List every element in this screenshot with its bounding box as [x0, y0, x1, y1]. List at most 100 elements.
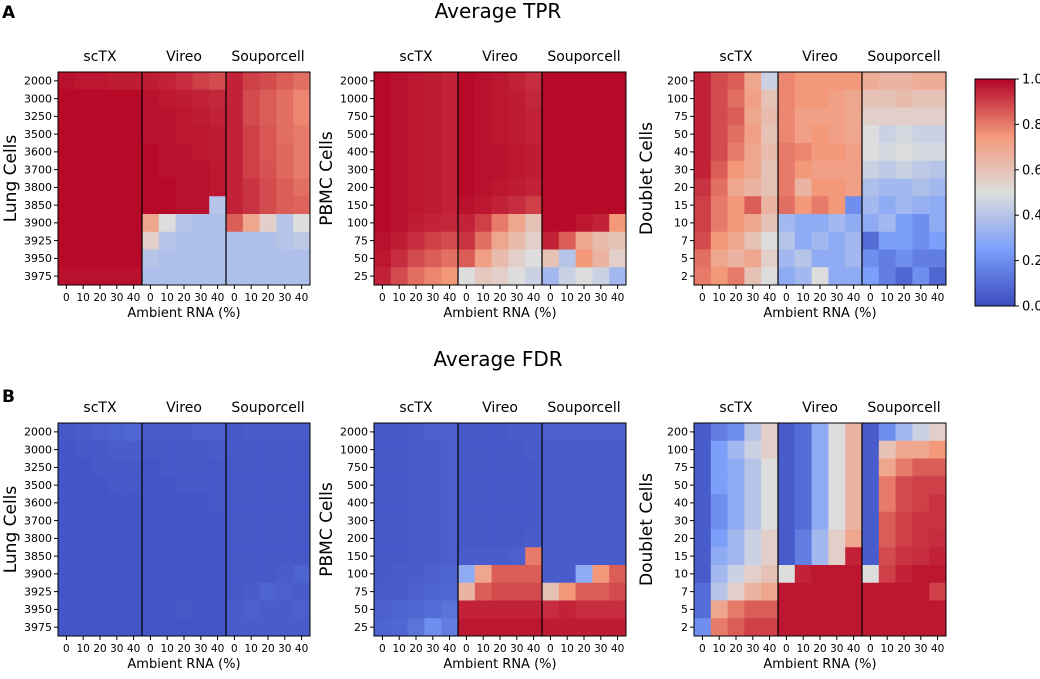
heatmap-cell [727, 511, 745, 530]
heatmap-panel-tpr-doublet: scTX Vireo Souporcell200100755040302015107… [637, 49, 947, 321]
heatmap-cell [710, 72, 728, 91]
heatmap-cell [895, 107, 913, 126]
heatmap-cell [192, 178, 210, 197]
heatmap-cell [108, 423, 126, 442]
heatmap-cell [209, 72, 227, 91]
heatmap-cell [508, 423, 526, 442]
x-tick-label: 20 [897, 292, 910, 304]
heatmap-cell [575, 125, 593, 144]
heatmap-cell [744, 72, 762, 91]
heatmap-cell [175, 178, 193, 197]
heatmap-cell [878, 618, 896, 637]
y-tick-label: 20 [674, 532, 688, 545]
heatmap-cell [694, 160, 712, 179]
heatmap-cell [407, 511, 425, 530]
heatmap-cell [508, 494, 526, 513]
y-axis-label: PBMC Cells [317, 482, 337, 577]
heatmap-cell [508, 618, 526, 637]
heatmap-cell [226, 494, 244, 513]
heatmap-cell [609, 178, 627, 197]
heatmap-cell [609, 494, 627, 513]
heatmap-cell [491, 196, 509, 215]
heatmap-cell [508, 582, 526, 601]
heatmap-cell [242, 476, 260, 495]
heatmap-cell [761, 600, 779, 619]
heatmap-cell [929, 511, 947, 530]
heatmap-cell [778, 458, 796, 477]
x-tick-label: 10 [161, 643, 174, 655]
heatmap-cell [158, 214, 176, 233]
heatmap-cell [508, 267, 526, 286]
x-tick-label: 0 [63, 643, 70, 655]
heatmap-cell [575, 423, 593, 442]
x-tick-label: 40 [611, 643, 624, 655]
heatmap-cell [744, 440, 762, 459]
heatmap-cell [374, 618, 392, 637]
heatmap-cell [794, 160, 812, 179]
heatmap-cell [74, 440, 92, 459]
y-tick-label: 2000 [340, 75, 368, 88]
heatmap-cell [441, 494, 459, 513]
heatmap-cell [761, 196, 779, 215]
heatmap-cell [209, 107, 227, 126]
heatmap-cell [525, 600, 543, 619]
colorbar-tick-label: 0.4 [1022, 209, 1040, 224]
heatmap-cell [374, 547, 392, 566]
heatmap-cell [259, 423, 277, 442]
heatmap-cell [474, 196, 492, 215]
heatmap-cell [592, 160, 610, 179]
x-tick-label: 10 [797, 643, 810, 655]
x-tick-label: 10 [245, 292, 258, 304]
heatmap-cell [828, 476, 846, 495]
heatmap-cell [912, 423, 930, 442]
heatmap-cell [142, 249, 160, 268]
heatmap-cell [761, 231, 779, 250]
heatmap-cell [744, 196, 762, 215]
heatmap-cell [158, 565, 176, 584]
heatmap-cell [828, 89, 846, 108]
heatmap-cell [895, 160, 913, 179]
heatmap-cell [727, 72, 745, 91]
heatmap-cell [91, 143, 109, 162]
heatmap-cell [794, 600, 812, 619]
heatmap-cell [845, 582, 863, 601]
heatmap-cell [474, 125, 492, 144]
heatmap-cell [878, 565, 896, 584]
heatmap-cell [125, 529, 143, 548]
y-tick-label: 75 [354, 234, 368, 247]
heatmap-cell [794, 494, 812, 513]
heatmap-cell [58, 423, 76, 442]
heatmap-cell [710, 178, 728, 197]
heatmap-cell [592, 565, 610, 584]
heatmap-cell [828, 72, 846, 91]
heatmap-cell [508, 440, 526, 459]
heatmap-cell [609, 231, 627, 250]
heatmap-cell [474, 72, 492, 91]
heatmap-cell [276, 600, 294, 619]
heatmap-cell [912, 494, 930, 513]
heatmap-cell [209, 89, 227, 108]
heatmap-cell [74, 582, 92, 601]
heatmap-cell [525, 214, 543, 233]
heatmap-cell [592, 423, 610, 442]
heatmap-cell [794, 618, 812, 637]
heatmap-cell [192, 458, 210, 477]
heatmap-cell [778, 267, 796, 286]
heatmap-cell [407, 249, 425, 268]
y-tick-label: 200 [347, 532, 368, 545]
heatmap-cell [108, 458, 126, 477]
heatmap-cell [424, 423, 442, 442]
x-tick-label: 10 [245, 643, 258, 655]
method-label: Vireo [166, 49, 202, 65]
heatmap-cell [209, 231, 227, 250]
colorbar-tick-label: 0.0 [1022, 300, 1040, 315]
heatmap-cell [142, 511, 160, 530]
heatmap-cell [491, 160, 509, 179]
heatmap-cell [175, 267, 193, 286]
x-tick-label: 0 [463, 292, 470, 304]
heatmap-cell [175, 547, 193, 566]
heatmap-cell [242, 267, 260, 286]
x-tick-label: 20 [177, 292, 190, 304]
heatmap-cell [929, 458, 947, 477]
heatmap-cell [58, 267, 76, 286]
